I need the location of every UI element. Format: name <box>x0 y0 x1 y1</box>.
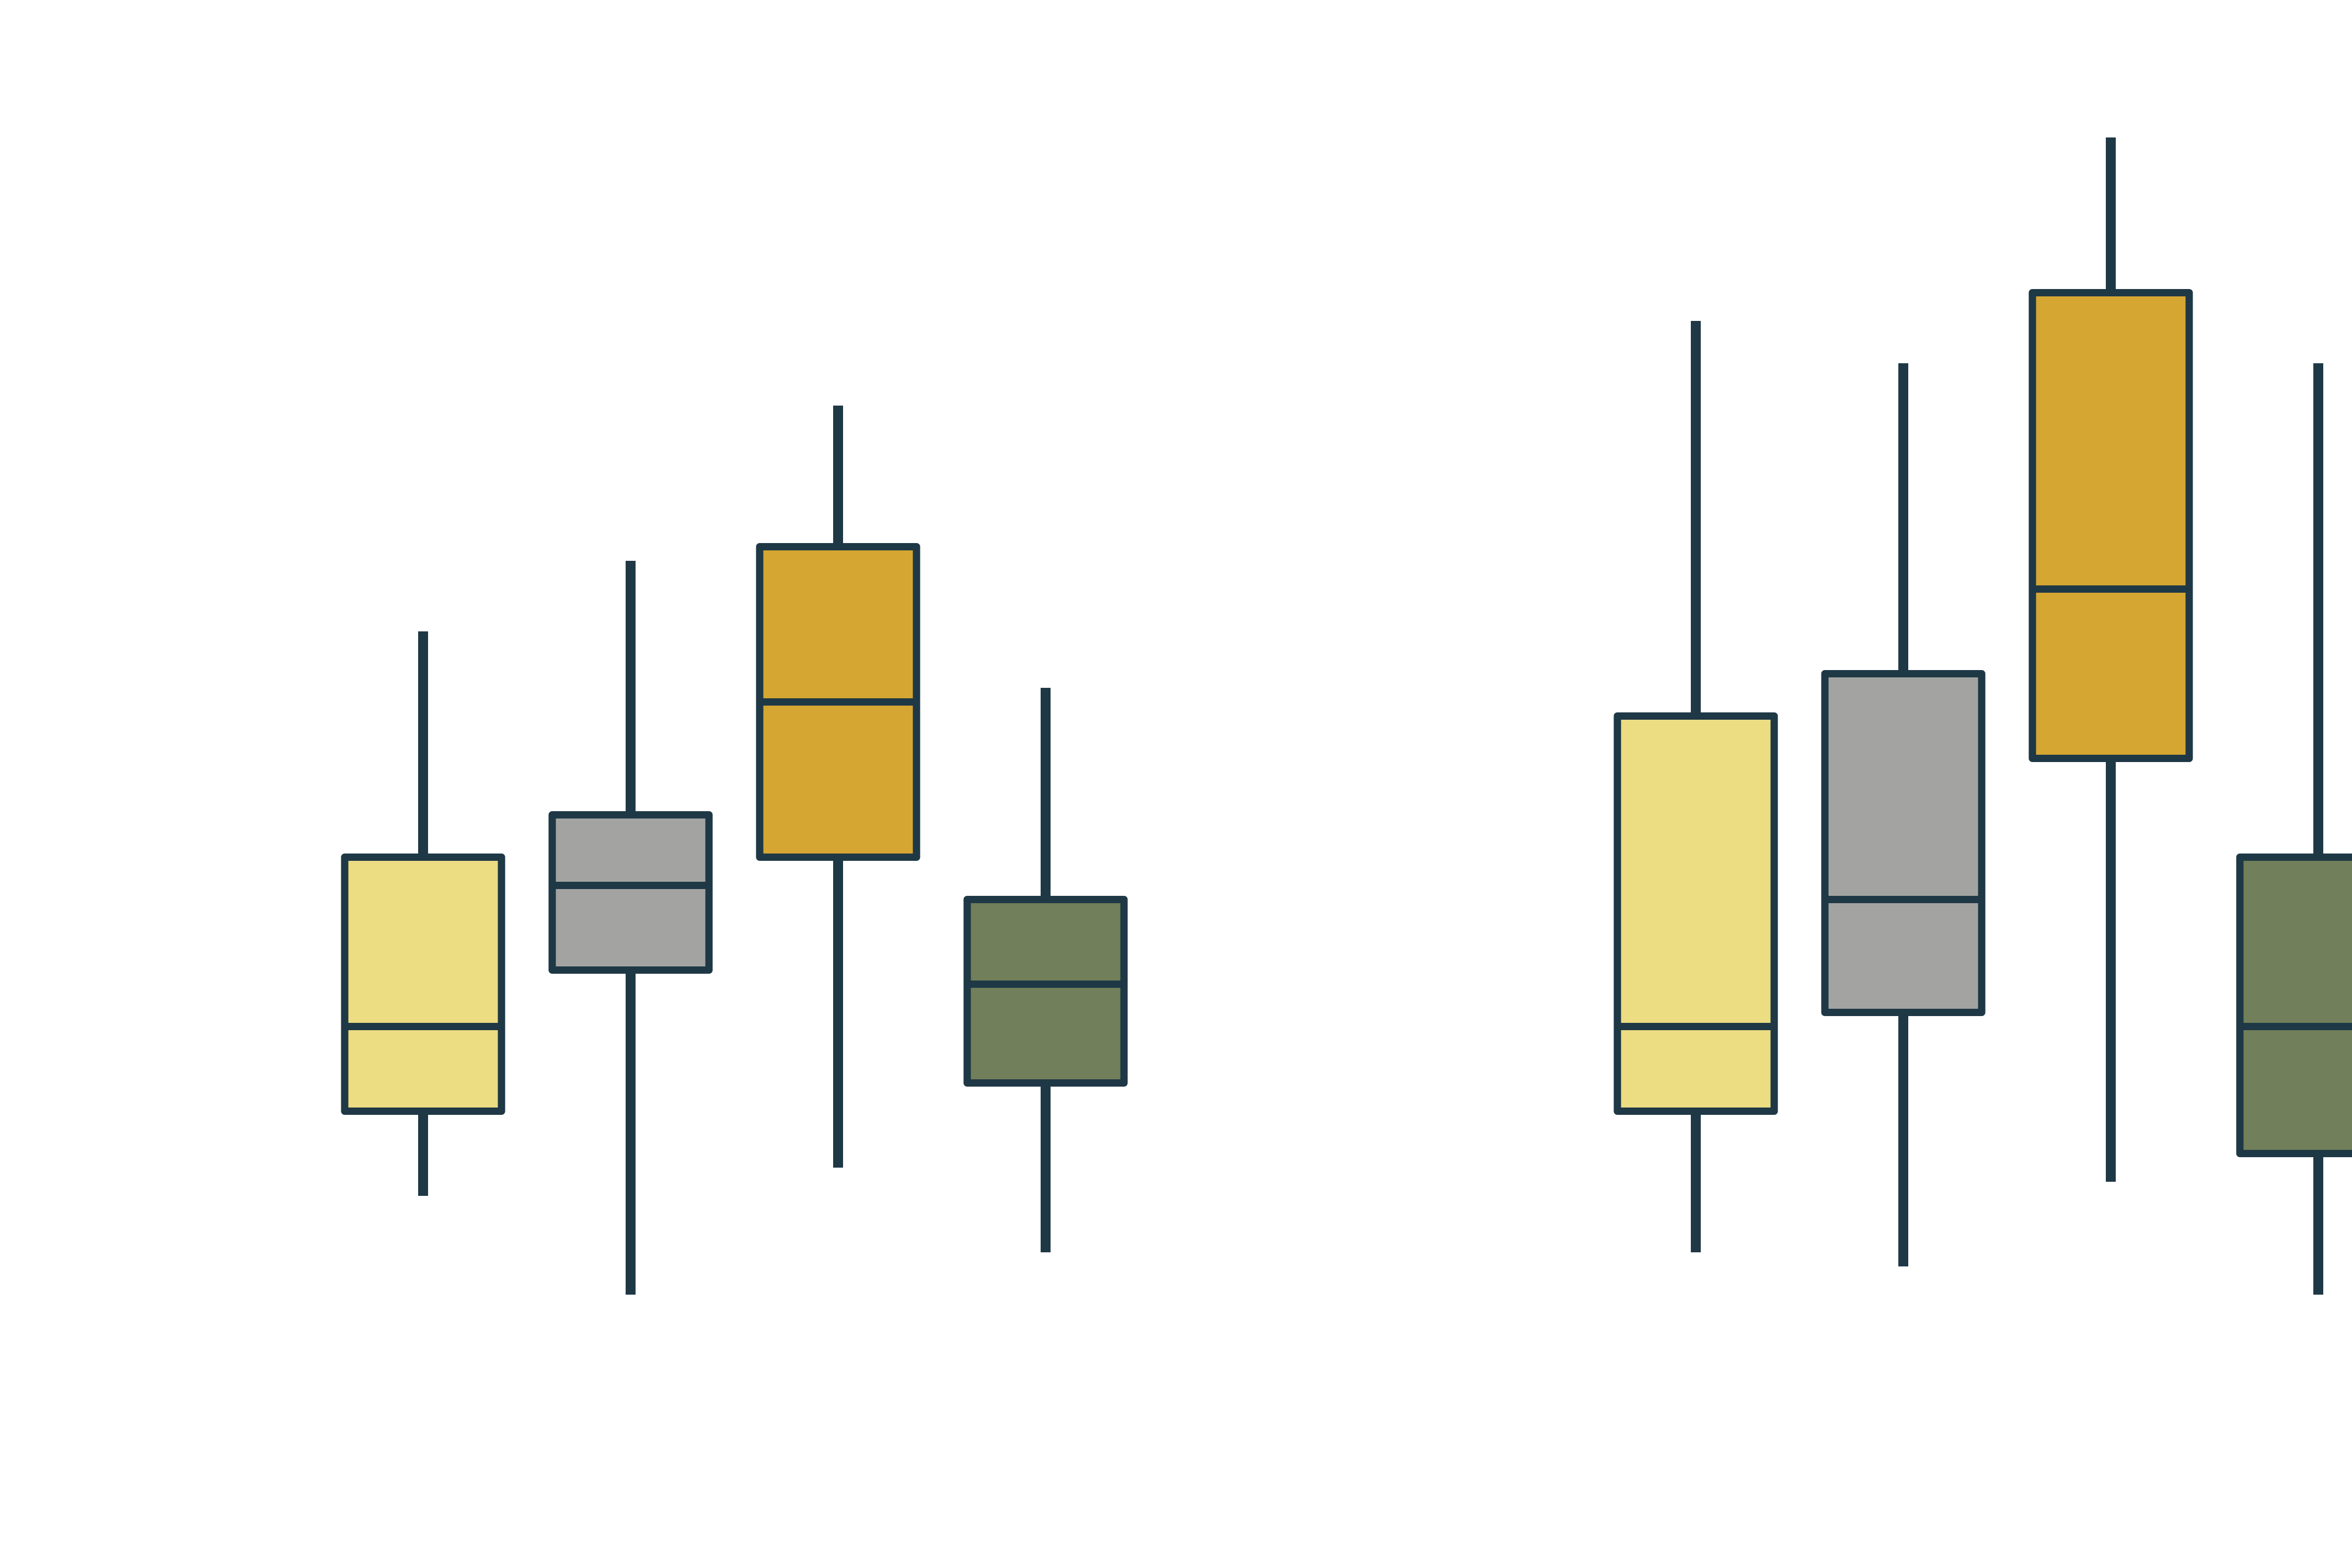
box-1-1 <box>341 631 505 1196</box>
box-2-2 <box>1821 363 1986 1266</box>
iqr-box <box>1613 712 1778 1115</box>
iqr-box <box>548 811 713 974</box>
iqr-box <box>341 854 505 1115</box>
box-1-4 <box>963 688 1128 1252</box>
box-2-1 <box>1613 321 1778 1252</box>
box-2-3 <box>2028 137 2193 1182</box>
box-1-2 <box>548 561 713 1295</box>
iqr-box <box>2028 289 2193 762</box>
iqr-box <box>1821 670 1986 1016</box>
box-1-3 <box>756 406 920 1168</box>
box-2-4 <box>2236 363 2352 1295</box>
iqr-box <box>963 896 1128 1087</box>
iqr-box <box>2236 854 2352 1157</box>
